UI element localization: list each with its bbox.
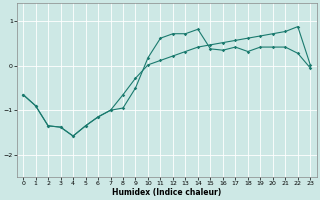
X-axis label: Humidex (Indice chaleur): Humidex (Indice chaleur) bbox=[112, 188, 221, 197]
